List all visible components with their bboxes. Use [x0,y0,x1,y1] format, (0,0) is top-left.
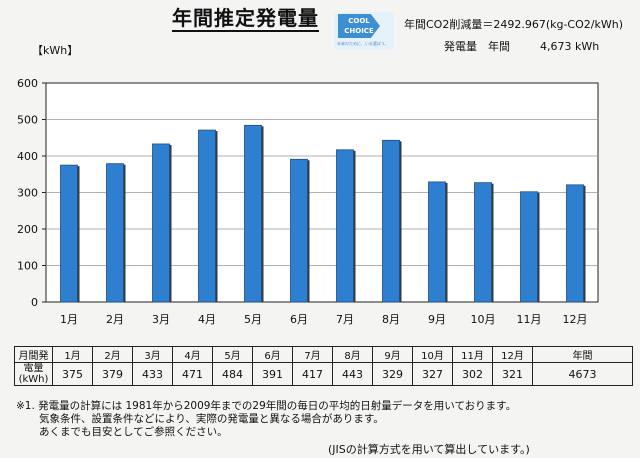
bar-8月 [382,139,400,303]
x-tick-label: 5月 [244,313,262,326]
bar-4月 [198,129,216,303]
y-axis-unit-text: kWh [43,44,68,57]
y-tick-label: 600 [17,77,38,90]
x-tick-label: 12月 [563,313,588,326]
table-month-12: 12月 [492,346,533,363]
table-value-7: 417 [292,362,333,386]
y-tick-label: 400 [17,150,38,163]
table-month-1: 1月 [52,346,93,363]
note-line-3: あくまでも目安としてご参照ください。 [39,426,228,438]
table-value-9: 329 [372,362,413,386]
table-value-12: 321 [492,362,533,386]
x-tick-label: 3月 [152,313,170,326]
table-month-9: 9月 [372,346,413,363]
table-month-7: 7月 [292,346,333,363]
table-month-11: 11月 [452,346,493,363]
x-tick-label: 10月 [471,313,496,326]
note-line-1: ※1. 発電量の計算には 1981年から2009年までの29年間の毎日の平均的日… [16,400,517,412]
y-tick-label: 300 [17,187,38,200]
y-tick-label: 200 [17,223,38,236]
footer-note: (JISの計算方式を用いて算出しています。) [328,443,530,456]
x-tick-label: 7月 [336,313,354,326]
bar-6月 [290,158,308,303]
badge-tagline: 未来のために、いま選ぼう。 [337,41,389,46]
note-line-2: 気象条件、設置条件などにより、実際の発電量と異なる場合があります。 [39,413,384,425]
y-axis-unit: 【kWh】 [32,44,79,57]
x-tick-label: 11月 [517,313,542,326]
table-value-10: 327 [412,362,453,386]
table-total-label: 年間 [532,346,633,363]
table-value-3: 433 [132,362,173,386]
y-tick-label: 0 [31,296,38,309]
table-month-4: 4月 [172,346,213,363]
x-tick-label: 9月 [428,313,446,326]
bar-1月 [60,164,78,303]
annual-generation: 発電量 年間 4,673 kWh [444,38,599,54]
x-tick-label: 6月 [290,313,308,326]
row-label-cell: 月間発 [14,346,53,363]
cool-choice-flag: COOL CHOICE [338,14,380,38]
notes: ※1. 発電量の計算には 1981年から2009年までの29年間の毎日の平均的日… [16,400,516,439]
table-month-10: 10月 [412,346,453,363]
annual-generation-label: 発電量 年間 [444,40,510,53]
table-month-5: 5月 [212,346,253,363]
bar-9月 [428,181,446,303]
table-month-3: 3月 [132,346,173,363]
bar-7月 [336,149,354,303]
bar-chart: 0 100 200 300 400 500 600 1月 2月 3月 4月 5月 6月 7月 8月 9月 10月… [17,77,599,326]
table-value-4: 471 [172,362,213,386]
badge-line1: COOL [348,17,370,25]
table-month-8: 8月 [332,346,373,363]
bar-2月 [106,163,124,303]
bar-5月 [244,124,262,303]
row-label-2: 電量 [23,363,44,374]
row-label-3: (kWh) [18,374,49,385]
table-value-6: 391 [252,362,293,386]
table-month-2: 2月 [92,346,133,363]
monthly-table: 月間発 1月 2月 3月 4月 5月 6月 7月 8月 9月 10月 11月 12月 年間 電量 (kW… [14,346,633,386]
bar-12月 [566,184,584,303]
x-tick-label: 4月 [198,313,216,326]
row-label-cell-2: 電量 (kWh) [14,362,53,386]
bar-10月 [474,182,492,303]
y-tick-label: 500 [17,114,38,127]
table-value-11: 302 [452,362,493,386]
bar-3月 [152,143,170,303]
cool-choice-logo: COOL CHOICE 未来のために、いま選ぼう。 [334,12,394,50]
table-value-1: 375 [52,362,93,386]
bar-11月 [520,191,538,303]
page-title: 年間推定発電量 [172,6,319,32]
table-value-5: 484 [212,362,253,386]
table-value-2: 379 [92,362,133,386]
y-tick-label: 100 [17,260,38,273]
annual-generation-value: 4,673 kWh [540,40,600,53]
x-tick-label: 2月 [106,313,124,326]
table-value-8: 443 [332,362,373,386]
x-tick-label: 8月 [382,313,400,326]
co2-reduction-text: 年間CO2削減量＝2492.967(kg-CO2/kWh) [404,18,623,31]
table-month-6: 6月 [252,346,293,363]
table-total-value: 4673 [532,362,633,386]
x-tick-label: 1月 [60,313,78,326]
badge-line2: CHOICE [344,27,374,35]
